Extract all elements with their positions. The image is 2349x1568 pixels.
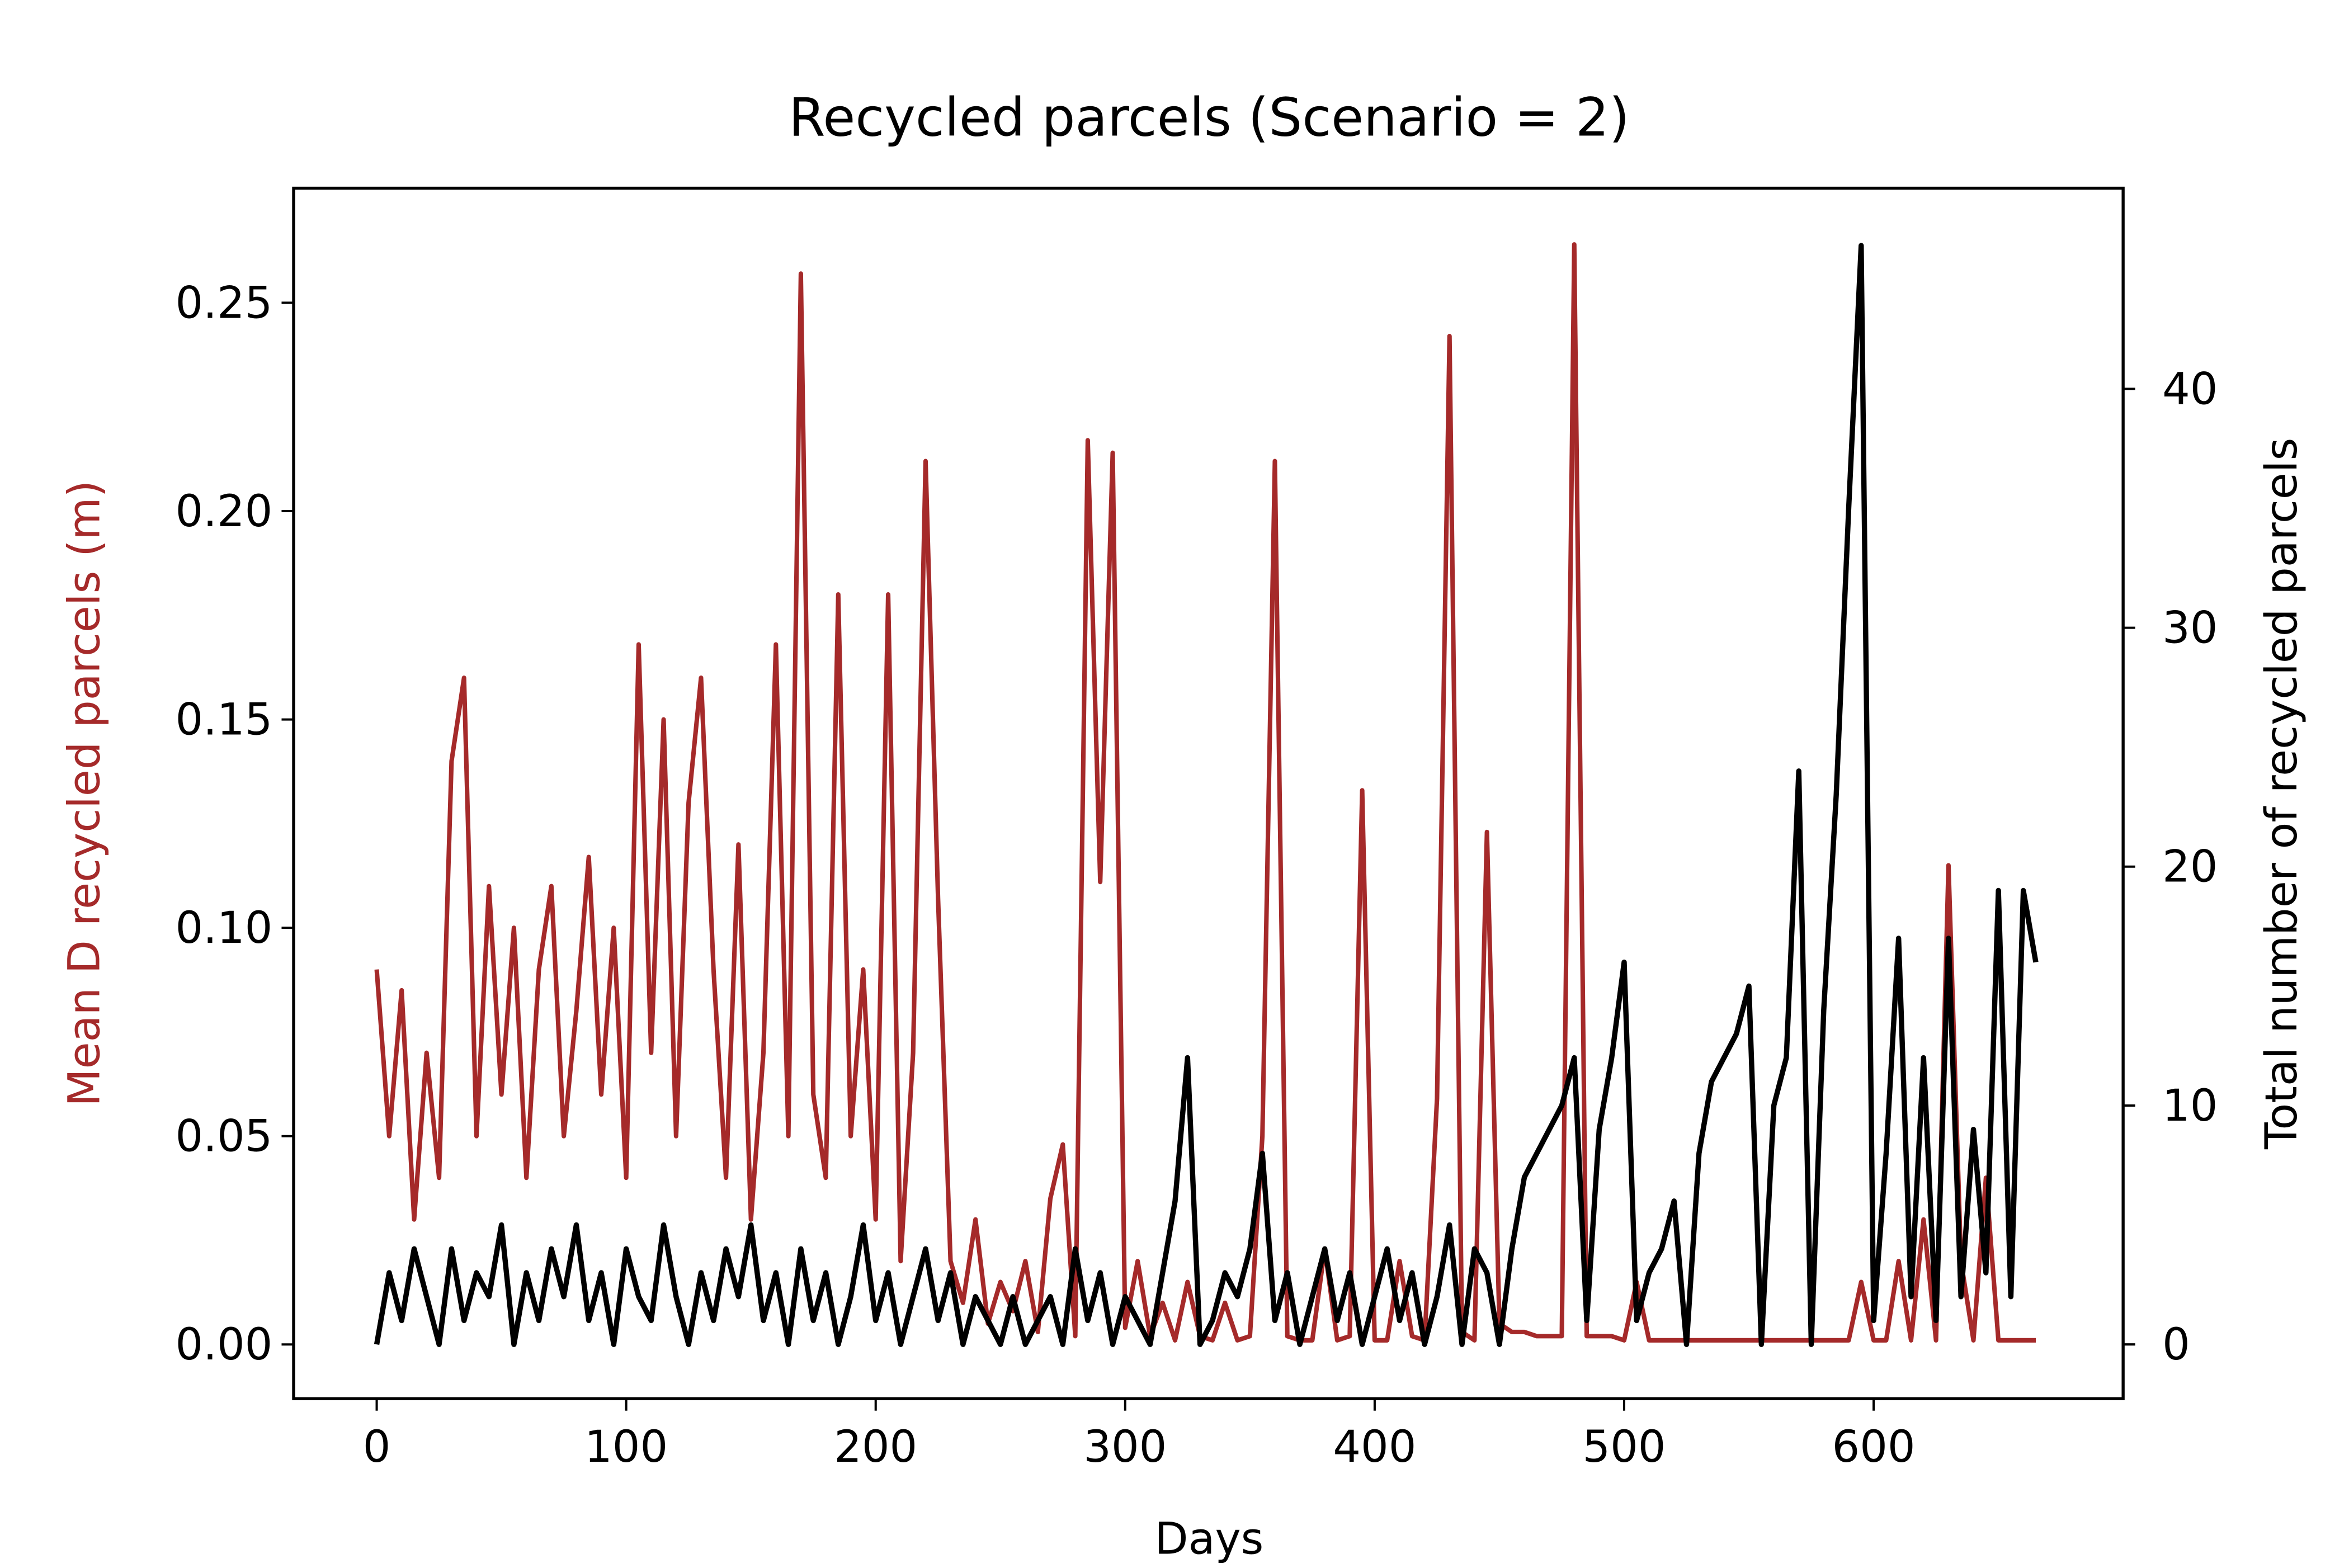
y-tick-label: 0.05	[175, 1112, 272, 1162]
x-tick-label: 0	[363, 1422, 391, 1472]
x-tick-label: 600	[1832, 1422, 1916, 1472]
y-tick-label: 0.25	[175, 278, 272, 328]
x-axis-label: Days	[1155, 1514, 1264, 1564]
data-line	[374, 242, 2036, 1343]
y-tick-label: 0.20	[175, 487, 272, 537]
y2-tick-label: 0	[2162, 1320, 2190, 1370]
x-tick-label: 300	[1083, 1422, 1167, 1472]
y2-axis-label: Total number of recycled parcels	[2257, 438, 2307, 1150]
y-tick-label: 0.00	[175, 1320, 272, 1370]
y-tick-label: 0.10	[175, 903, 272, 953]
chart-title: Recycled parcels (Scenario = 2)	[789, 87, 1630, 148]
x-tick-label: 500	[1582, 1422, 1666, 1472]
y-tick-label: 0.15	[175, 695, 272, 745]
x-tick-label: 100	[584, 1422, 668, 1472]
y2-tick-label: 20	[2162, 842, 2218, 892]
x-tick-label: 200	[834, 1422, 917, 1472]
y2-tick-label: 30	[2162, 603, 2218, 654]
y2-tick-label: 10	[2162, 1081, 2218, 1131]
data-line	[374, 243, 2039, 1347]
y2-tick-label: 40	[2162, 364, 2218, 414]
y-axis-label: Mean D recycled parcels (m)	[60, 480, 110, 1107]
x-tick-label: 400	[1333, 1422, 1416, 1472]
plot-frame	[292, 186, 2125, 1400]
